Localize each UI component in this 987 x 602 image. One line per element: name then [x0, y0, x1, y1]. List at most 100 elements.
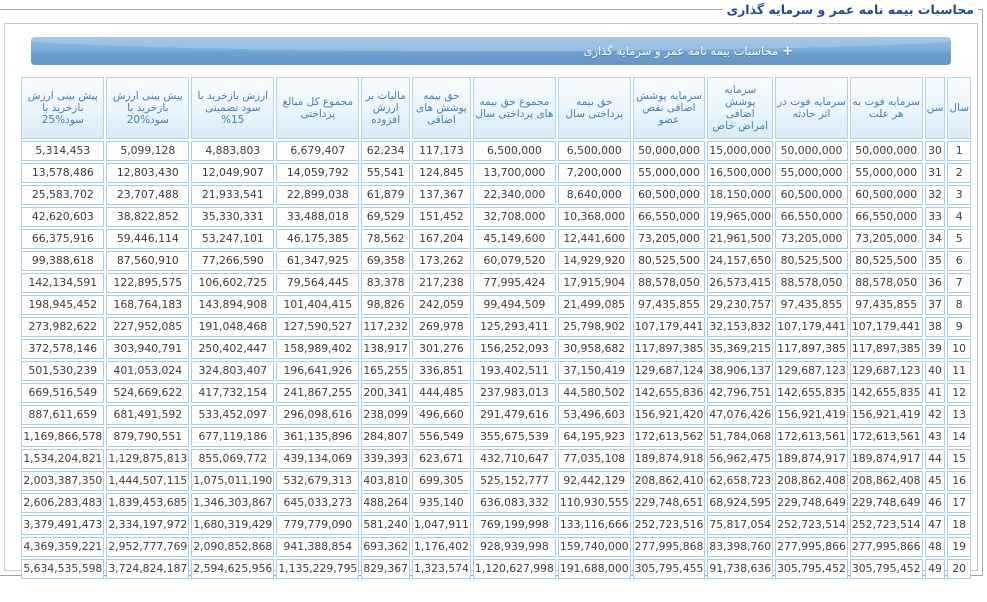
- cell-capital_disability: 129,687,124: [632, 361, 706, 381]
- table-row: 11 40 129,687,123 129,687,123 38,906,137 129,…: [21, 361, 971, 381]
- expand-plus-icon[interactable]: +: [782, 43, 793, 59]
- cell-capital_disability: 50,000,000: [632, 141, 706, 161]
- cell-surrender_value_guaranteed_15: 533,452,097: [191, 405, 275, 425]
- cell-predicted_surrender_25: 142,134,591: [21, 273, 105, 293]
- cell-vat: 200,341: [361, 383, 410, 403]
- cell-total_premiums_paid_year: 237,983,013: [472, 383, 556, 403]
- cell-surrender_value_guaranteed_15: 191,048,468: [191, 317, 275, 337]
- cell-capital_death_accident: 129,687,123: [775, 361, 848, 381]
- table-header-row: سال سن سرمایه فوت به هر علت سرمایه فوت در ا…: [21, 77, 971, 139]
- cell-age: 41: [924, 383, 946, 403]
- cell-predicted_surrender_25: 25,583,702: [21, 185, 105, 205]
- cell-vat: 693,362: [361, 537, 410, 557]
- cell-total_premiums_paid_year: 45,149,600: [472, 229, 556, 249]
- table-row: 4 33 66,550,000 66,550,000 19,965,000 66,550,…: [21, 207, 971, 227]
- cell-capital_death_accident: 305,795,452: [775, 559, 848, 579]
- cell-year: 5: [947, 229, 971, 249]
- cell-surrender_value_guaranteed_15: 106,602,725: [191, 273, 275, 293]
- cell-premium_paid_year: 17,915,904: [557, 273, 631, 293]
- cell-premium_paid_year: 21,499,085: [557, 295, 631, 315]
- cell-age: 49: [924, 559, 946, 579]
- cell-predicted_surrender_20: 122,895,575: [106, 273, 190, 293]
- cell-premium_paid_year: 44,580,502: [557, 383, 631, 403]
- cell-total_amounts_paid: 46,175,385: [276, 229, 360, 249]
- cell-vat: 62,234: [361, 141, 410, 161]
- cell-predicted_surrender_20: 5,099,128: [106, 141, 190, 161]
- cell-age: 35: [924, 251, 946, 271]
- cell-capital_death_any_cause: 88,578,050: [849, 273, 923, 293]
- cell-year: 8: [947, 295, 971, 315]
- cell-year: 16: [947, 471, 971, 491]
- cell-predicted_surrender_25: 5,634,535,598: [21, 559, 105, 579]
- table-row: 3 32 60,500,000 60,500,000 18,150,000 60,500,…: [21, 185, 971, 205]
- cell-vat: 284,807: [361, 427, 410, 447]
- cell-premium_paid_year: 191,688,000: [557, 559, 631, 579]
- cell-age: 36: [924, 273, 946, 293]
- cell-capital_death_any_cause: 189,874,917: [849, 449, 923, 469]
- cell-capital_disability: 80,525,500: [632, 251, 706, 271]
- cell-capital_death_any_cause: 172,613,561: [849, 427, 923, 447]
- cell-total_amounts_paid: 127,590,527: [276, 317, 360, 337]
- cell-capital_special_diseases: 75,817,054: [707, 515, 774, 535]
- cell-premium_paid_year: 10,368,000: [557, 207, 631, 227]
- cell-predicted_surrender_20: 3,724,824,187: [106, 559, 190, 579]
- cell-premium_paid_year: 92,442,129: [557, 471, 631, 491]
- cell-total_premiums_paid_year: 636,083,332: [472, 493, 556, 513]
- cell-surrender_value_guaranteed_15: 417,732,154: [191, 383, 275, 403]
- table-row: 5 34 73,205,000 73,205,000 21,961,500 73,205,…: [21, 229, 971, 249]
- cell-capital_special_diseases: 56,962,475: [707, 449, 774, 469]
- cell-capital_disability: 189,874,918: [632, 449, 706, 469]
- collapsible-panel-header[interactable]: + محاسبات بیمه نامه عمر و سرمایه گذاری: [31, 37, 951, 65]
- column-header-capital_death_accident: سرمایه فوت در اثر حادثه: [775, 77, 848, 139]
- cell-total_premiums_paid_year: 6,500,000: [472, 141, 556, 161]
- cell-premium_paid_year: 159,740,000: [557, 537, 631, 557]
- column-header-additional_coverages_premium: حق بیمه پوشش های اضافی: [411, 77, 471, 139]
- cell-capital_death_any_cause: 80,525,500: [849, 251, 923, 271]
- cell-capital_disability: 97,435,855: [632, 295, 706, 315]
- cell-additional_coverages_premium: 935,140: [411, 493, 471, 513]
- cell-additional_coverages_premium: 556,549: [411, 427, 471, 447]
- cell-capital_special_diseases: 15,000,000: [707, 141, 774, 161]
- cell-predicted_surrender_20: 1,129,875,813: [106, 449, 190, 469]
- cell-year: 2: [947, 163, 971, 183]
- cell-capital_special_diseases: 18,150,000: [707, 185, 774, 205]
- cell-year: 3: [947, 185, 971, 205]
- table-row: 6 35 80,525,500 80,525,500 24,157,650 80,525,…: [21, 251, 971, 271]
- cell-capital_death_accident: 172,613,561: [775, 427, 848, 447]
- column-header-predicted_surrender_25: پیش بینی ارزش بازخرید با سود%25: [21, 77, 105, 139]
- cell-capital_death_accident: 55,000,000: [775, 163, 848, 183]
- cell-surrender_value_guaranteed_15: 2,090,852,868: [191, 537, 275, 557]
- cell-predicted_surrender_25: 66,375,916: [21, 229, 105, 249]
- column-header-surrender_value_guaranteed_15: ارزش بازخرید با سود تضمینی 15%: [191, 77, 275, 139]
- cell-capital_death_accident: 142,655,835: [775, 383, 848, 403]
- cell-premium_paid_year: 25,798,902: [557, 317, 631, 337]
- cell-predicted_surrender_20: 1,839,453,685: [106, 493, 190, 513]
- table-row: 1 30 50,000,000 50,000,000 15,000,000 50,000,…: [21, 141, 971, 161]
- cell-predicted_surrender_25: 887,611,659: [21, 405, 105, 425]
- cell-vat: 69,358: [361, 251, 410, 271]
- cell-capital_death_accident: 229,748,649: [775, 493, 848, 513]
- cell-predicted_surrender_20: 168,764,183: [106, 295, 190, 315]
- cell-premium_paid_year: 53,496,603: [557, 405, 631, 425]
- cell-capital_death_any_cause: 60,500,000: [849, 185, 923, 205]
- cell-additional_coverages_premium: 496,660: [411, 405, 471, 425]
- calculations-fieldset: محاسبات بیمه نامه عمر و سرمایه گذاری + م…: [0, 2, 983, 579]
- cell-total_premiums_paid_year: 60,079,520: [472, 251, 556, 271]
- cell-additional_coverages_premium: 1,176,402: [411, 537, 471, 557]
- cell-age: 45: [924, 471, 946, 491]
- cell-premium_paid_year: 14,929,920: [557, 251, 631, 271]
- cell-predicted_surrender_25: 99,388,618: [21, 251, 105, 271]
- table-row: 19 48 277,995,866 277,995,866 83,398,760 277,…: [21, 537, 971, 557]
- cell-additional_coverages_premium: 1,323,574: [411, 559, 471, 579]
- cell-additional_coverages_premium: 336,851: [411, 361, 471, 381]
- cell-total_amounts_paid: 296,098,616: [276, 405, 360, 425]
- cell-age: 48: [924, 537, 946, 557]
- cell-premium_paid_year: 133,116,666: [557, 515, 631, 535]
- cell-capital_death_any_cause: 129,687,123: [849, 361, 923, 381]
- cell-capital_death_accident: 189,874,917: [775, 449, 848, 469]
- cell-surrender_value_guaranteed_15: 53,247,101: [191, 229, 275, 249]
- cell-capital_disability: 252,723,516: [632, 515, 706, 535]
- cell-total_amounts_paid: 361,135,896: [276, 427, 360, 447]
- cell-capital_special_diseases: 51,784,068: [707, 427, 774, 447]
- cell-total_amounts_paid: 941,388,854: [276, 537, 360, 557]
